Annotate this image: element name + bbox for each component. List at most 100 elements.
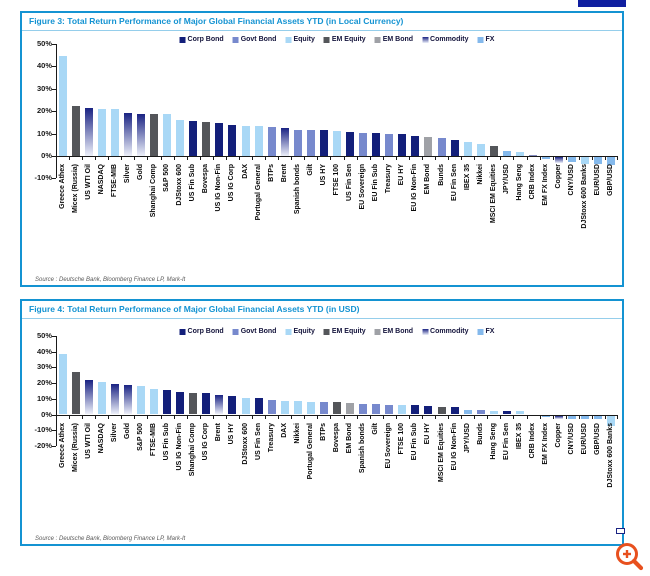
x-axis-label: EM FX Index bbox=[542, 164, 550, 206]
bar bbox=[555, 415, 564, 419]
x-axis-label: Bunds bbox=[476, 422, 484, 445]
y-axis-label: -10% bbox=[34, 425, 52, 435]
x-axis-label: US Fin Sub bbox=[189, 164, 197, 202]
bar bbox=[241, 397, 250, 415]
x-axis-tick bbox=[343, 415, 345, 419]
x-axis-label: Bunds bbox=[437, 164, 445, 186]
x-axis-label: US HY bbox=[319, 164, 327, 186]
y-axis-tick bbox=[52, 88, 56, 90]
x-axis-label: Portugal General bbox=[306, 422, 314, 479]
x-axis-tick bbox=[95, 415, 97, 419]
x-axis-tick bbox=[252, 157, 254, 160]
y-axis-tick bbox=[52, 66, 56, 68]
figure4-chart: Greece Athex Micex (Russia) US WTI Oil NASD… bbox=[28, 328, 620, 526]
bar bbox=[411, 136, 420, 156]
x-axis-tick bbox=[69, 157, 71, 160]
y-axis-tick bbox=[52, 414, 56, 416]
bar bbox=[568, 415, 577, 419]
y-axis-tick bbox=[52, 430, 56, 432]
x-axis-tick bbox=[108, 157, 110, 160]
x-axis-tick bbox=[487, 415, 489, 419]
x-axis-tick bbox=[617, 415, 618, 419]
bar bbox=[372, 133, 381, 156]
legend-color-chip bbox=[374, 328, 381, 335]
bar bbox=[346, 132, 355, 156]
legend-color-chip bbox=[232, 328, 239, 335]
x-axis-label: US HY bbox=[228, 422, 236, 444]
legend-color-chip bbox=[477, 328, 484, 335]
legend-color-chip bbox=[232, 36, 239, 43]
legend-item: Equity bbox=[285, 328, 315, 335]
x-axis-label: JPY/USD bbox=[463, 422, 471, 453]
x-axis-tick bbox=[461, 157, 463, 160]
x-axis-label: CNY/USD bbox=[568, 164, 576, 196]
x-axis-tick bbox=[408, 157, 410, 160]
x-axis-tick bbox=[199, 157, 201, 160]
x-axis-label: Greece Athex bbox=[58, 164, 66, 209]
x-axis-label: US Fin Sen bbox=[254, 422, 262, 460]
bar bbox=[293, 401, 302, 415]
bar bbox=[411, 404, 420, 415]
y-axis-tick bbox=[52, 445, 56, 447]
legend-item: Govt Bond bbox=[232, 328, 276, 335]
x-axis-tick bbox=[617, 157, 618, 160]
x-axis-tick bbox=[343, 157, 345, 160]
legend-item: FX bbox=[477, 328, 494, 335]
x-axis-label: Shanghai Comp bbox=[150, 164, 158, 218]
legend-color-chip bbox=[179, 36, 186, 43]
y-axis-label: 10% bbox=[36, 128, 52, 138]
bar bbox=[280, 401, 289, 415]
x-axis-tick bbox=[408, 415, 410, 419]
x-axis-tick bbox=[252, 415, 254, 419]
header-accent-bar bbox=[578, 0, 626, 7]
x-axis-label: EUR/USD bbox=[594, 164, 602, 196]
bar bbox=[319, 130, 328, 156]
x-axis-label: Gold bbox=[123, 422, 131, 439]
x-axis-label: Copper bbox=[555, 164, 563, 189]
x-axis-tick bbox=[186, 157, 188, 160]
x-axis-label: IBEX 35 bbox=[463, 164, 471, 191]
y-axis-label: 0% bbox=[41, 151, 52, 160]
y-axis-label: 30% bbox=[36, 362, 52, 372]
legend-label: Commodity bbox=[430, 36, 469, 43]
bar bbox=[424, 405, 433, 415]
x-axis-tick bbox=[278, 415, 280, 419]
bar bbox=[333, 402, 341, 415]
y-axis-label: 20% bbox=[36, 378, 52, 388]
x-axis-label: US Fin Sen bbox=[346, 164, 354, 201]
bar bbox=[450, 407, 459, 415]
bar bbox=[163, 389, 172, 415]
bar bbox=[476, 143, 485, 156]
x-axis-label: FTSE-MIB bbox=[150, 422, 158, 456]
legend-color-chip bbox=[374, 36, 381, 43]
zoom-in-icon[interactable] bbox=[610, 539, 650, 576]
bar bbox=[228, 396, 237, 415]
x-axis-tick bbox=[82, 415, 84, 419]
legend-item: FX bbox=[477, 36, 495, 43]
x-axis-tick bbox=[578, 157, 580, 160]
x-axis-label: EU IG Non-Fin bbox=[411, 164, 419, 212]
x-axis-tick bbox=[435, 415, 437, 419]
legend-label: Corp Bond bbox=[187, 36, 224, 43]
x-axis-tick bbox=[382, 157, 384, 160]
x-axis-tick bbox=[526, 157, 528, 160]
x-axis-tick bbox=[395, 157, 397, 160]
x-axis-tick bbox=[435, 157, 437, 160]
bar bbox=[581, 157, 590, 164]
y-axis-label: 30% bbox=[36, 83, 52, 93]
x-axis-label: Silver bbox=[123, 164, 131, 184]
x-axis-label: CRB Index bbox=[529, 422, 537, 458]
legend-label: EM Bond bbox=[382, 36, 414, 43]
x-axis-label: GBP/USD bbox=[607, 164, 615, 196]
x-axis-label: BTPs bbox=[319, 422, 327, 441]
plot-area: Greece Athex Micex (Russia) US WTI Oil NASD… bbox=[52, 328, 618, 526]
bar bbox=[110, 384, 119, 415]
y-axis-tick bbox=[52, 367, 56, 369]
legend-label: FX bbox=[485, 36, 495, 43]
y-axis-label: 20% bbox=[36, 106, 52, 116]
bar bbox=[437, 406, 446, 415]
bar bbox=[71, 106, 80, 156]
bar bbox=[489, 410, 498, 415]
bar bbox=[150, 113, 159, 156]
bar bbox=[542, 415, 551, 417]
